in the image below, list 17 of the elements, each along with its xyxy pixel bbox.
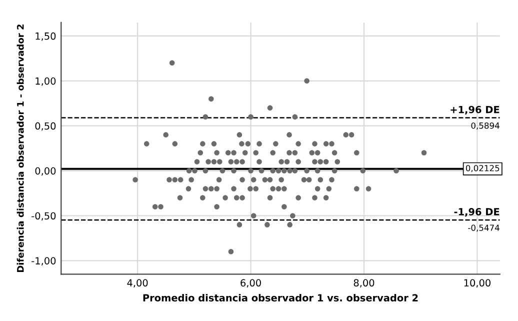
y-tick-label: 1,50 bbox=[36, 32, 56, 41]
y-tick-label: 0,50 bbox=[35, 122, 56, 131]
x-axis-title: Promedio distancia observador 1 vs. observador 2 bbox=[143, 294, 418, 302]
x-tick-label: 10,00 bbox=[464, 279, 490, 288]
y-tick-label: -0,50 bbox=[32, 212, 56, 221]
annotation: 0,5894 bbox=[471, 122, 500, 130]
ref-line-label: -1,96 DE bbox=[454, 208, 500, 217]
ref-line-label: 0,02125 bbox=[466, 164, 500, 172]
y-tick-label: 1,00 bbox=[36, 77, 56, 86]
ref-line-label: +1,96 DE bbox=[450, 106, 500, 114]
y-axis-title: Diferencia distancia observador 1 - observador 2 bbox=[16, 24, 24, 272]
y-tick-label: 0,00 bbox=[35, 167, 56, 176]
x-tick-label: 6,00 bbox=[240, 279, 261, 288]
x-tick-label: 8,00 bbox=[354, 279, 374, 288]
y-tick-label: -1,00 bbox=[32, 257, 56, 266]
annotation: -0,5474 bbox=[468, 224, 500, 232]
x-tick-label: 4,00 bbox=[127, 279, 148, 288]
